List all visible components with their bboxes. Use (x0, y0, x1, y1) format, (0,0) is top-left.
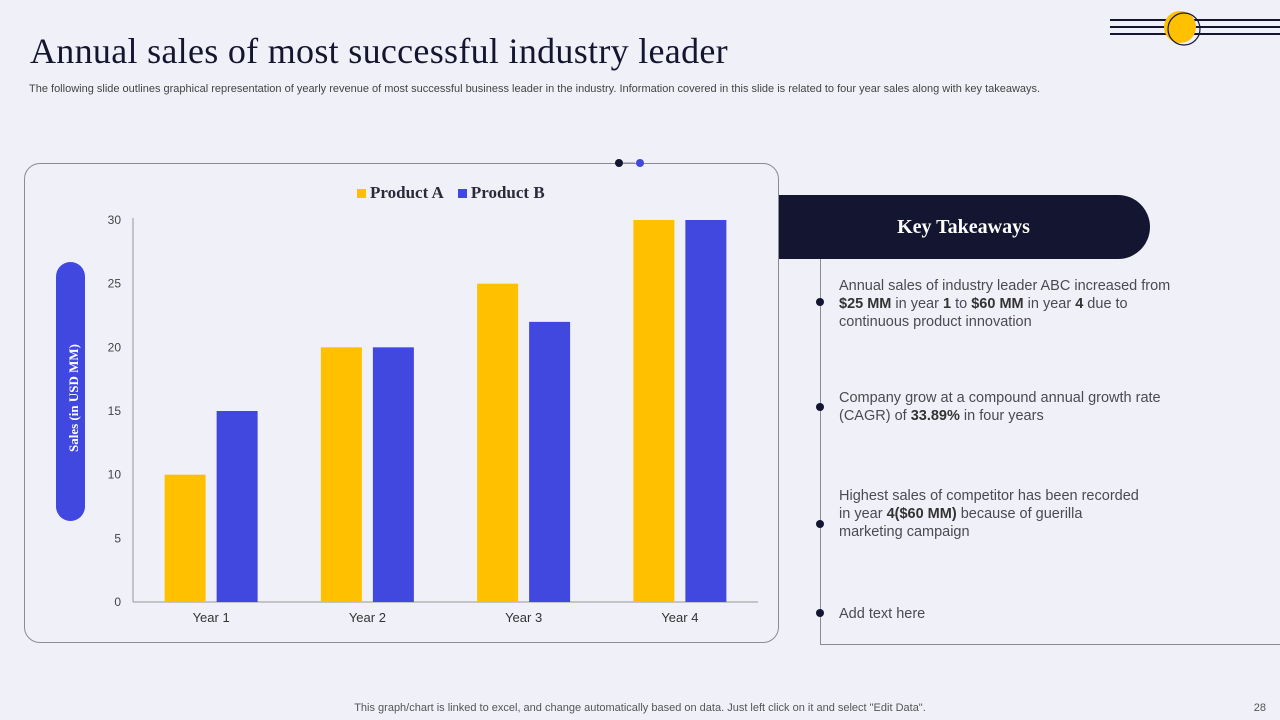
bar-product-a-year-3 (477, 283, 519, 602)
legend-label-product-a: Product A (370, 183, 444, 202)
y-tick-label: 30 (108, 213, 122, 227)
x-tick-label: Year 1 (193, 610, 230, 625)
takeaway-item-4: Add text here (839, 606, 926, 622)
legend-swatch-product-a (357, 188, 366, 198)
bar-chart: 0 5 10 15 20 25 30 Year 1 Year 2 Year 3 Year 4 (108, 213, 758, 625)
takeaway-item-2: Company grow at a compound annual growth… (839, 390, 1161, 424)
y-axis-label-pill (56, 262, 85, 521)
takeaways-divider-vertical (820, 259, 821, 645)
legend-swatch-product-b (457, 188, 467, 198)
x-tick-label: Year 3 (505, 610, 542, 625)
bullet-dot (816, 609, 824, 617)
y-tick-label: 5 (114, 531, 121, 545)
legend-label-product-b: Product B (470, 183, 545, 202)
x-tick-label: Year 4 (661, 610, 698, 625)
y-tick-label: 10 (108, 468, 122, 482)
bullet-dot (816, 403, 824, 411)
bar-product-b-year-2 (372, 347, 414, 602)
bullet-dot (816, 298, 824, 306)
decorative-dots-icon (615, 159, 644, 167)
key-takeaways-header: Key Takeaways (779, 195, 1150, 259)
bar-product-a-year-1 (164, 474, 206, 602)
y-tick-label: 20 (108, 340, 122, 354)
bar-product-a-year-2 (320, 347, 362, 602)
legend-item-product-b: Product B (457, 183, 545, 203)
x-tick-label: Year 2 (349, 610, 386, 625)
bar-product-b-year-1 (216, 411, 258, 602)
page-number: 28 (1253, 702, 1266, 714)
bar-product-b-year-3 (529, 321, 571, 602)
y-tick-label: 15 (108, 404, 122, 418)
y-tick-label: 25 (108, 277, 122, 291)
chart-legend: Product A Product B (357, 183, 545, 203)
bar-product-a-year-4 (633, 220, 675, 602)
takeaway-item-3: Highest sales of competitor has been rec… (839, 488, 1139, 540)
decorative-lines-circle-icon (1110, 11, 1280, 46)
y-tick-label: 0 (114, 595, 121, 609)
y-axis-label: Sales (in USD MM) (66, 344, 81, 452)
bullet-dot (816, 520, 824, 528)
footer-note: This graph/chart is linked to excel, and… (354, 702, 926, 714)
takeaways-divider-horizontal (820, 644, 1280, 645)
slide-title: Annual sales of most successful industry… (30, 31, 728, 71)
bar-product-b-year-4 (685, 220, 727, 602)
legend-item-product-a: Product A (357, 183, 444, 203)
takeaway-item-1: Annual sales of industry leader ABC incr… (839, 278, 1171, 330)
slide-subtitle: The following slide outlines graphical r… (29, 83, 1041, 95)
